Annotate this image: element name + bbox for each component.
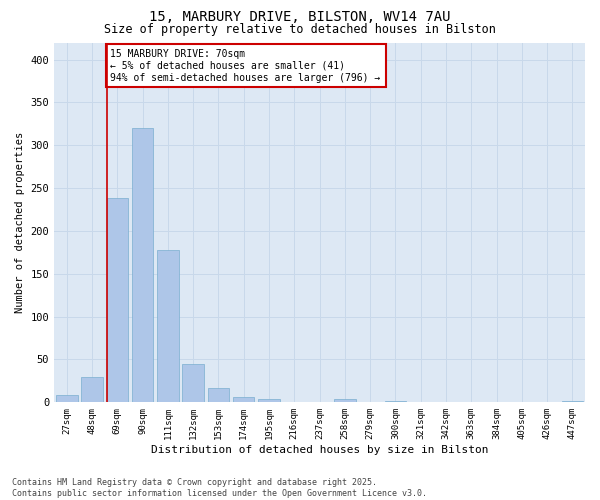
Bar xyxy=(334,399,356,402)
Bar xyxy=(233,397,254,402)
Bar xyxy=(208,388,229,402)
X-axis label: Distribution of detached houses by size in Bilston: Distribution of detached houses by size … xyxy=(151,445,488,455)
Bar xyxy=(82,376,103,402)
Bar xyxy=(182,364,204,403)
Bar xyxy=(258,399,280,402)
Text: 15, MARBURY DRIVE, BILSTON, WV14 7AU: 15, MARBURY DRIVE, BILSTON, WV14 7AU xyxy=(149,10,451,24)
Y-axis label: Number of detached properties: Number of detached properties xyxy=(15,132,25,313)
Text: 15 MARBURY DRIVE: 70sqm
← 5% of detached houses are smaller (41)
94% of semi-det: 15 MARBURY DRIVE: 70sqm ← 5% of detached… xyxy=(110,50,380,82)
Text: Size of property relative to detached houses in Bilston: Size of property relative to detached ho… xyxy=(104,22,496,36)
Bar xyxy=(132,128,154,402)
Bar xyxy=(56,396,77,402)
Bar xyxy=(157,250,179,402)
Text: Contains HM Land Registry data © Crown copyright and database right 2025.
Contai: Contains HM Land Registry data © Crown c… xyxy=(12,478,427,498)
Bar xyxy=(107,198,128,402)
